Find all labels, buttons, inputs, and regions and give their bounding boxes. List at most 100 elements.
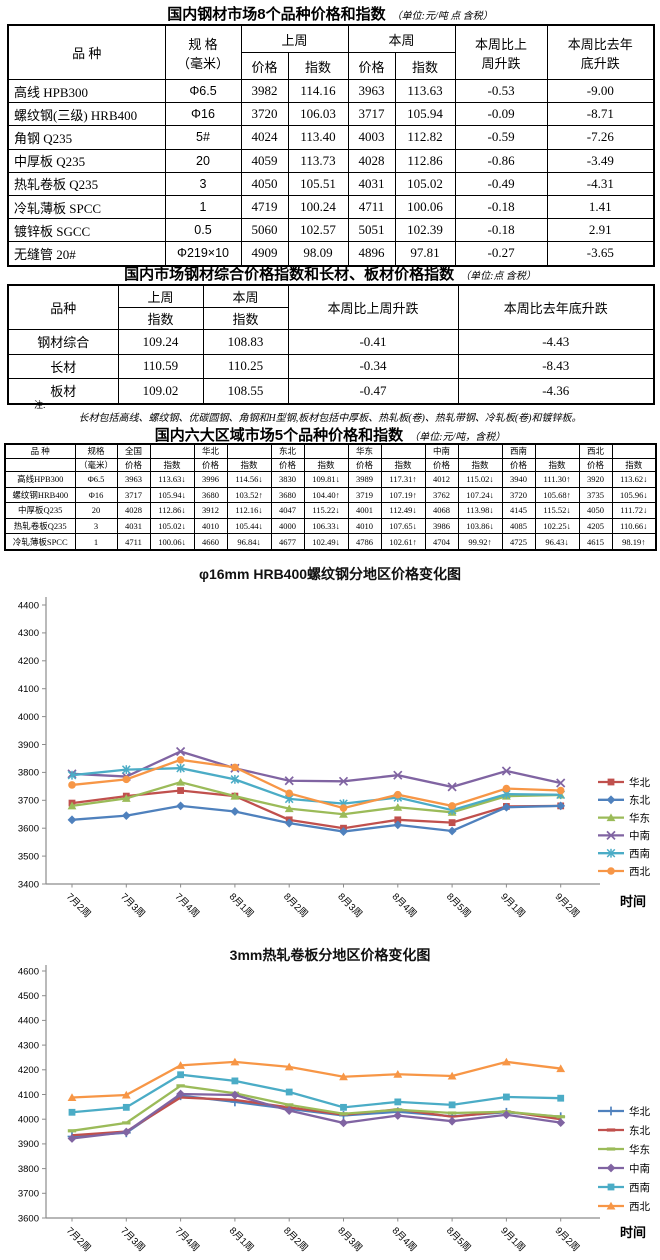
table-row: 冷轧薄板SPCC 1 4711 100.06↓ 4660 96.84↓ 4677 102.49… [4, 533, 657, 551]
table-cell: 3989 [347, 471, 382, 488]
table-cell: Φ219×10 [164, 241, 242, 266]
table-cell: 价格 [347, 457, 382, 472]
table2-title-text: 国内市场钢材综合价格指数和长材、板材价格指数 [124, 266, 455, 283]
table-cell: -3.65 [546, 241, 655, 266]
table-cell: -3.49 [546, 148, 655, 173]
table-cell: 4010 [347, 517, 382, 535]
table-row: 无缝管 20# Φ219×10 4909 98.09 4896 97.81 -0.27 -3.… [7, 241, 655, 266]
series-line-东北 [71, 1096, 561, 1137]
table-cell: 规格 [74, 443, 118, 459]
legend-label-华北: 华北 [629, 1105, 650, 1118]
table-row: 高线HPB300 Φ6.5 3963 113.63↓ 3996 114.56↓ 3830 10… [4, 471, 657, 488]
table-cell: 3717 [347, 102, 396, 127]
chart2-title: 3mm热轧卷板分地区价格变化图 [229, 947, 431, 963]
series-line-西北 [71, 1060, 561, 1099]
x-tick-label: 8月1周 [227, 1225, 256, 1254]
table-cell: 108.83 [202, 329, 289, 355]
table-cell: 指数 [226, 457, 272, 472]
table-cell: 105.96↓ [611, 486, 657, 504]
col-product: 品种 [7, 284, 119, 330]
table-cell: 3996 [193, 471, 228, 488]
hrc-price-chart: 3mm热轧卷板分地区价格变化图 3600 3700 3800 3900 4000 4100… [0, 936, 660, 1260]
table-cell: 108.55 [202, 378, 289, 404]
table-cell: 100.06 [394, 194, 456, 220]
x-tick-label: 8月4周 [390, 891, 419, 920]
table-cell: 110.59 [117, 353, 204, 379]
table-cell: 4024 [240, 125, 289, 150]
table-cell: 镀锌板 SGCC [7, 218, 166, 243]
legend-label-西北: 西北 [629, 1201, 650, 1213]
table-cell: 4677 [270, 533, 305, 551]
table-cell: 3982 [240, 78, 289, 104]
y-tick-label: 3900 [18, 740, 39, 751]
table-cell: -0.41 [287, 329, 459, 355]
col-index: 指数 [394, 52, 456, 80]
table-cell: 西南 [501, 443, 536, 459]
table-cell: 中厚板Q235 [4, 502, 76, 519]
col-ytd: 本周比去年底升跌 [457, 284, 655, 330]
table-cell: 3735 [578, 486, 613, 504]
table-cell: 102.61↑ [380, 533, 426, 551]
table-cell: 20 [74, 502, 118, 519]
table-cell: -0.18 [454, 194, 548, 220]
series-line-华东 [71, 1084, 561, 1132]
table-cell: 热轧卷板Q235 [4, 517, 76, 535]
table-cell: -0.09 [454, 102, 548, 127]
y-tick-label: 3500 [18, 851, 39, 862]
col-thisweek: 本周 [347, 24, 456, 53]
table-cell: 中厚板 Q235 [7, 148, 166, 173]
col-spec-line1: 规 格 [188, 36, 218, 52]
series-line-西南 [71, 1073, 561, 1114]
col-wow: 本周比上周升跌 [287, 284, 459, 330]
table3-title: 国内六大区域市场5个品种价格和指数 （单位:元/吨，含税） [0, 424, 660, 445]
y-tick-label: 4600 [18, 966, 39, 977]
table-cell: 全国 [116, 443, 151, 459]
table-row: （毫米） 价格 指数 价格 指数 价格 指数 价格 指数 价格 指数 价格 指数 价格 指数 [4, 457, 657, 472]
table-cell: 109.81↓ [303, 471, 349, 488]
col-spec: 规 格 （毫米） [164, 24, 242, 80]
x-tick-label: 9月2周 [553, 1225, 582, 1254]
y-tick-label: 4300 [18, 1040, 39, 1051]
table-cell: 112.16↓ [226, 502, 272, 519]
x-tick-label: 9月1周 [498, 891, 527, 920]
composite-index-table: 品种 上周 本周 本周比上周升跌 本周比去年底升跌 指数 指数 钢材综合 109.… [7, 284, 655, 405]
table-cell: 价格 [578, 457, 613, 472]
table-cell: -0.27 [454, 241, 548, 266]
legend-label-华东: 华东 [629, 811, 650, 824]
table-cell: -7.26 [546, 125, 655, 150]
table-cell: 1.41 [546, 194, 655, 220]
table-cell: -0.18 [454, 218, 548, 243]
footnote-mark: 注: [34, 400, 46, 410]
table-row: 品 种规格 全国 华北 东北 华东 中南 西南 西北 [4, 443, 657, 459]
hrc-price-chart-svg: 3600 3700 3800 3900 4000 4100 4200 4300 4400 4500… [18, 965, 650, 1254]
table-row: 螺纹钢(三级) HRB400 Φ16 3720 106.03 3717 105.94 -0.… [7, 102, 655, 127]
footnote: 注: 长材包括高线、螺纹钢、优碳圆钢、角钢和H型钢,板材包括中厚板、热轧板(卷)… [0, 398, 660, 424]
table-cell: 96.84↓ [226, 533, 272, 551]
y-tick-label: 3700 [18, 796, 39, 807]
table-cell: 价格 [116, 457, 151, 472]
table-cell: 98.19↑ [611, 533, 657, 551]
table-cell: 113.40 [287, 125, 349, 150]
table-cell: 3717 [116, 486, 151, 504]
table-cell: -0.53 [454, 78, 548, 104]
table-cell: 105.51 [287, 171, 349, 196]
table-cell: 113.62↓ [611, 471, 657, 488]
table-cell: 103.52↑ [226, 486, 272, 504]
table-cell: -0.47 [287, 378, 459, 404]
table-cell: -4.36 [457, 378, 655, 404]
x-tick-label: 7月2周 [64, 891, 93, 920]
table-cell: 高线HPB300 [4, 471, 76, 488]
table-cell: 110.66↓ [611, 517, 657, 535]
table-cell: 品 种 [4, 443, 76, 459]
series-line-东北 [71, 804, 561, 833]
x-tick-label: 7月4周 [172, 1225, 201, 1254]
table1-title-text: 国内钢材市场8个品种价格和指数 [167, 6, 386, 23]
col-lastweek: 上周 [117, 284, 204, 308]
table-row: 镀锌板 SGCC 0.5 5060 102.57 5051 102.39 -0.18 2.91 [7, 218, 655, 243]
table-cell: 98.09 [287, 241, 349, 266]
table-cell: -8.43 [457, 353, 655, 379]
table-cell: 价格 [501, 457, 536, 472]
rebar-price-chart: φ16mm HRB400螺纹钢分地区价格变化图 3400 3500 3600 3700… [0, 555, 660, 938]
legend-label-东北: 东北 [629, 1124, 650, 1137]
